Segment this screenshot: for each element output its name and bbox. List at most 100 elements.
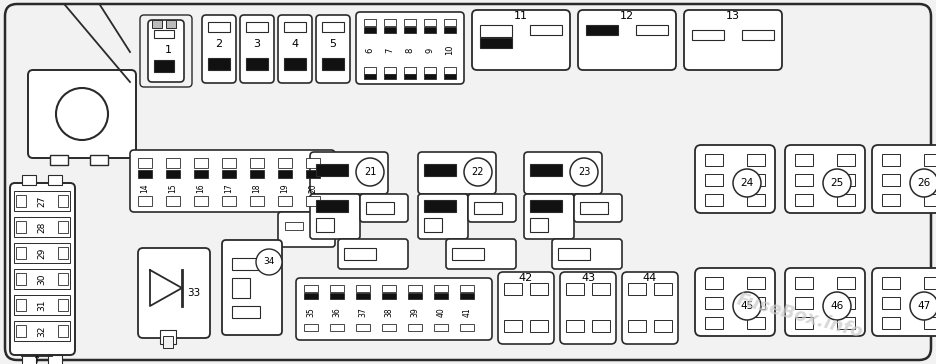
Bar — [460, 324, 474, 331]
Bar — [408, 293, 422, 299]
Text: 8: 8 — [405, 47, 415, 53]
Text: 5: 5 — [329, 39, 337, 49]
Bar — [16, 299, 26, 311]
Bar — [14, 269, 70, 289]
Bar — [747, 277, 765, 289]
Bar — [795, 297, 813, 309]
Circle shape — [733, 169, 761, 197]
Bar — [882, 277, 900, 289]
Circle shape — [356, 158, 384, 186]
Bar — [90, 155, 108, 165]
Bar — [163, 336, 173, 348]
Bar — [284, 22, 306, 32]
Bar — [795, 194, 813, 206]
Bar — [384, 74, 396, 79]
Bar — [424, 27, 436, 33]
FancyBboxPatch shape — [785, 268, 865, 336]
Text: 2: 2 — [215, 39, 223, 49]
Bar — [48, 355, 62, 364]
Bar — [304, 285, 318, 292]
Text: 36: 36 — [332, 307, 342, 317]
FancyBboxPatch shape — [5, 4, 931, 360]
Bar — [344, 248, 376, 260]
Bar — [285, 222, 303, 230]
Text: 16: 16 — [197, 183, 206, 193]
Text: 23: 23 — [578, 167, 591, 177]
Bar — [14, 243, 70, 263]
Bar — [480, 25, 512, 37]
Bar — [924, 297, 936, 309]
Bar — [530, 200, 562, 212]
Bar — [384, 67, 396, 74]
FancyBboxPatch shape — [418, 194, 468, 239]
FancyBboxPatch shape — [622, 272, 678, 344]
FancyBboxPatch shape — [278, 15, 312, 83]
Text: 30: 30 — [37, 273, 47, 285]
Bar — [306, 158, 320, 168]
FancyBboxPatch shape — [310, 194, 360, 239]
Bar — [16, 247, 26, 259]
Bar — [246, 22, 268, 32]
Bar — [58, 247, 68, 259]
Bar — [278, 196, 292, 206]
Circle shape — [910, 169, 936, 197]
Bar — [795, 277, 813, 289]
Bar — [356, 285, 370, 292]
Text: 26: 26 — [917, 178, 930, 188]
Bar — [434, 293, 448, 299]
Bar — [592, 320, 610, 332]
Text: 12: 12 — [620, 11, 634, 21]
FancyBboxPatch shape — [360, 194, 408, 222]
Bar — [22, 355, 36, 364]
Bar — [837, 317, 855, 329]
Bar — [366, 202, 394, 214]
FancyBboxPatch shape — [240, 15, 274, 83]
Circle shape — [56, 88, 108, 140]
FancyBboxPatch shape — [498, 272, 554, 344]
Bar — [742, 30, 774, 40]
Circle shape — [733, 292, 761, 320]
Bar — [304, 293, 318, 299]
Bar — [795, 317, 813, 329]
Bar — [444, 27, 456, 33]
Bar — [705, 154, 723, 166]
Bar — [222, 170, 236, 178]
Bar — [424, 164, 456, 176]
Bar — [14, 217, 70, 237]
Bar — [232, 278, 250, 298]
Bar — [58, 299, 68, 311]
Text: 38: 38 — [385, 307, 393, 317]
Bar — [580, 202, 608, 214]
Bar — [166, 20, 176, 28]
Bar — [530, 218, 548, 232]
Bar — [747, 154, 765, 166]
Bar — [592, 283, 610, 295]
Text: 44: 44 — [643, 273, 657, 283]
FancyBboxPatch shape — [785, 145, 865, 213]
FancyBboxPatch shape — [552, 239, 622, 269]
Text: 6: 6 — [365, 47, 374, 53]
Bar — [424, 74, 436, 79]
Bar — [404, 67, 416, 74]
Text: 9: 9 — [426, 47, 434, 53]
Bar — [924, 194, 936, 206]
Bar — [382, 293, 396, 299]
Bar — [404, 74, 416, 79]
Bar — [50, 155, 68, 165]
Circle shape — [823, 169, 851, 197]
Bar — [250, 170, 264, 178]
Bar — [364, 27, 376, 33]
Bar — [154, 30, 174, 38]
FancyBboxPatch shape — [10, 183, 75, 355]
Bar — [16, 325, 26, 337]
Bar — [16, 273, 26, 285]
FancyBboxPatch shape — [684, 10, 782, 70]
Text: 3: 3 — [254, 39, 260, 49]
Bar — [636, 25, 668, 35]
FancyBboxPatch shape — [418, 152, 496, 194]
Bar — [424, 218, 442, 232]
Bar — [232, 258, 260, 270]
Bar — [408, 285, 422, 292]
Bar — [628, 320, 646, 332]
Bar — [795, 174, 813, 186]
